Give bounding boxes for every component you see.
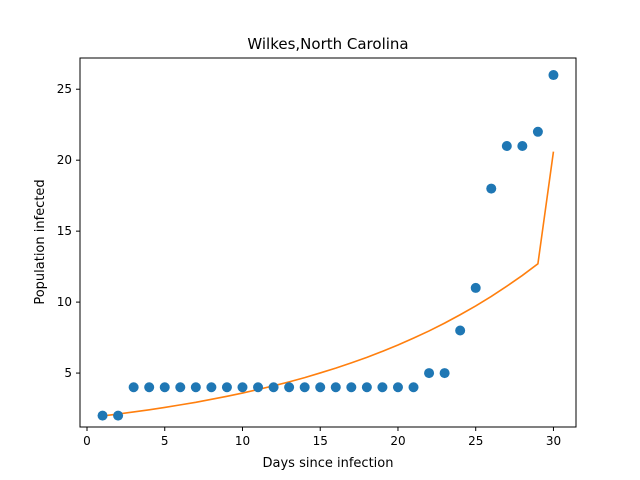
data-point — [299, 382, 310, 393]
plot-area — [79, 57, 577, 428]
data-point — [315, 382, 326, 393]
data-point — [253, 382, 264, 393]
x-tick-label: 10 — [235, 434, 250, 448]
data-point — [501, 140, 512, 151]
data-point — [548, 70, 559, 81]
data-point — [113, 410, 124, 421]
data-point — [361, 382, 372, 393]
x-tick-label: 20 — [390, 434, 405, 448]
y-tick-label: 10 — [57, 295, 72, 309]
fit-line-layer — [102, 151, 555, 417]
data-point — [455, 325, 466, 336]
y-axis-label: Population infected — [33, 179, 48, 304]
y-tick-label: 20 — [57, 153, 72, 167]
data-point — [330, 382, 341, 393]
y-tick-label: 5 — [64, 366, 72, 380]
data-point — [377, 382, 388, 393]
data-point — [97, 410, 108, 421]
y-tick-label: 15 — [57, 224, 72, 238]
data-point — [144, 382, 155, 393]
data-point — [206, 382, 217, 393]
data-point — [268, 382, 279, 393]
x-axis: 0 5 10 15 20 25 30 — [83, 427, 561, 448]
data-point — [392, 382, 403, 393]
data-point — [486, 183, 497, 194]
data-point — [175, 382, 186, 393]
x-tick-label: 30 — [546, 434, 561, 448]
data-point — [424, 368, 435, 379]
data-point — [237, 382, 248, 393]
data-point — [284, 382, 295, 393]
x-tick-label: 15 — [313, 434, 328, 448]
x-tick-label: 0 — [83, 434, 91, 448]
chart-title: Wilkes,North Carolina — [247, 35, 408, 53]
fit-line — [102, 151, 555, 417]
data-point — [221, 382, 232, 393]
x-tick-label: 5 — [161, 434, 169, 448]
data-point — [346, 382, 357, 393]
data-point — [408, 382, 419, 393]
data-point — [128, 382, 139, 393]
scatter-points — [97, 70, 559, 421]
x-axis-label: Days since infection — [263, 456, 394, 471]
data-point — [190, 382, 201, 393]
data-point — [439, 368, 450, 379]
data-point — [532, 126, 543, 137]
data-point — [517, 140, 528, 151]
x-tick-label: 25 — [468, 434, 483, 448]
data-point — [470, 282, 481, 293]
y-axis: 5 10 15 20 25 — [57, 82, 80, 380]
data-point — [159, 382, 170, 393]
y-tick-label: 25 — [57, 82, 72, 96]
